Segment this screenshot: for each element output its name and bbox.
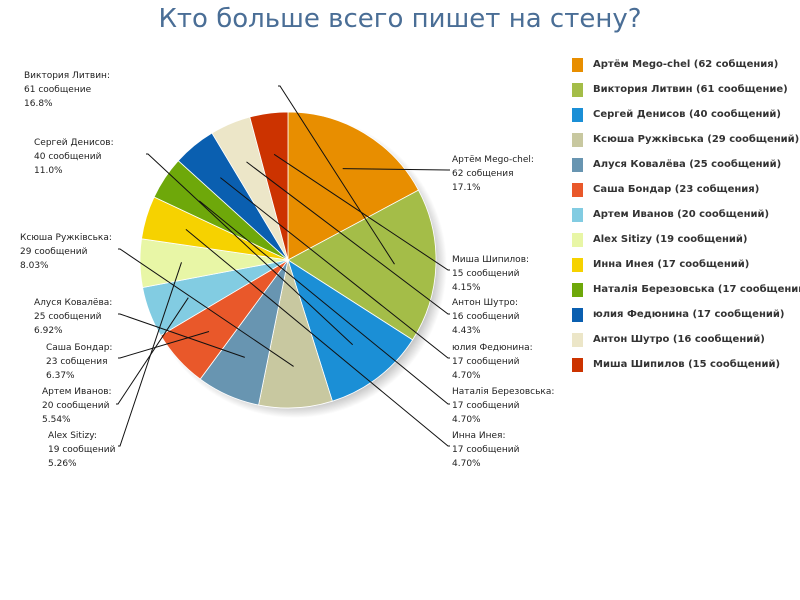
slice-percent-label: 4.70% <box>452 415 481 425</box>
label-leader-line <box>185 229 450 447</box>
slice-count-label: 29 сообщений <box>20 247 88 257</box>
slice-name-label: Сергей Денисов: <box>34 138 114 148</box>
legend-swatch <box>572 232 583 247</box>
legend-label: Антон Шутро (16 сообщений) <box>593 334 765 345</box>
label-leader-line <box>118 331 210 359</box>
legend-label: Саша Бондар (23 собщения) <box>593 184 760 195</box>
legend-label: Алуся Ковалёва (25 сообщений) <box>593 159 782 170</box>
slice-percent-label: 4.70% <box>452 371 481 381</box>
slice-count-label: 25 сообщений <box>34 312 102 322</box>
label-leader-line <box>118 248 294 367</box>
legend-item: Миша Шипилов (15 сообщений) <box>572 352 798 377</box>
legend-label: Инна Инея (17 сообщений) <box>593 259 750 270</box>
slice-count-label: 61 сообщение <box>24 85 92 95</box>
legend-item: Саша Бондар (23 собщения) <box>572 177 798 202</box>
slice-count-label: 23 собщения <box>46 357 107 367</box>
slice-count-label: 17 сообщений <box>452 445 520 455</box>
legend-item: Ксюша Ружкiвська (29 сообщений) <box>572 127 800 152</box>
label-leader-line <box>116 297 189 405</box>
slice-percent-label: 5.54% <box>42 415 71 425</box>
slice-count-label: 17 сообщений <box>452 401 520 411</box>
legend-label: Виктория Литвин (61 сообщение) <box>593 84 788 95</box>
legend-item: Alex Sitizy (19 сообщений) <box>572 227 798 252</box>
label-leader-line <box>118 313 245 358</box>
slice-name-label: Артём Mego-chel: <box>452 155 534 165</box>
legend-swatch <box>572 332 583 347</box>
slice-percent-label: 4.15% <box>452 283 481 293</box>
slice-name-label: Артем Иванов: <box>42 387 112 397</box>
label-leader-line <box>198 200 450 405</box>
legend-swatch <box>572 182 583 197</box>
legend-swatch <box>572 132 583 147</box>
slice-labels: Артём Mego-chel: 62 собщения 17.1% Виктория… <box>20 71 554 469</box>
legend-label: Артём Mego-chel (62 собщения) <box>593 59 779 70</box>
chart-title: Кто больше всего пишет на стену? <box>158 4 642 34</box>
legend-item: Антон Шутро (16 сообщений) <box>572 327 798 352</box>
legend-label: Ксюша Ружкiвська (29 сообщений) <box>593 134 800 145</box>
label-leader-line <box>118 262 182 447</box>
slice-count-label: 16 сообщений <box>452 312 520 322</box>
slice-count-label: 17 сообщений <box>452 357 520 367</box>
legend-swatch <box>572 107 583 122</box>
label-leader-line <box>273 153 450 271</box>
legend-swatch <box>572 157 583 172</box>
slice-count-label: 62 собщения <box>452 169 513 179</box>
legend-swatch <box>572 57 583 72</box>
legend: Артём Mego-chel (62 собщения) Виктория Ли… <box>572 52 800 377</box>
label-leader-line <box>342 168 450 171</box>
legend-item: Артем Иванов (20 сообщений) <box>572 202 798 227</box>
slice-percent-label: 16.8% <box>24 99 53 109</box>
legend-swatch <box>572 257 583 272</box>
slice-name-label: Виктория Литвин: <box>24 71 110 81</box>
slice-name-label: Антон Шутро: <box>452 298 518 308</box>
slice-percent-label: 4.43% <box>452 326 481 336</box>
legend-item: Алуся Ковалёва (25 сообщений) <box>572 152 798 177</box>
legend-item: Виктория Литвин (61 сообщение) <box>572 77 798 102</box>
slice-percent-label: 4.70% <box>452 459 481 469</box>
legend-swatch <box>572 82 583 97</box>
label-leader-line <box>278 85 395 265</box>
slice-percent-label: 6.37% <box>46 371 75 381</box>
slice-name-label: Инна Инея: <box>452 431 505 441</box>
label-leader-line <box>246 161 450 315</box>
slice-name-label: Alex Sitizy: <box>48 431 97 441</box>
slice-name-label: Ксюша Ружкiвська: <box>20 233 112 243</box>
slice-count-label: 20 сообщений <box>42 401 110 411</box>
label-leader-line <box>146 153 354 346</box>
pie-slice <box>287 189 437 341</box>
legend-swatch <box>572 207 583 222</box>
legend-item: Артём Mego-chel (62 собщения) <box>572 52 798 77</box>
slice-name-label: Алуся Ковалёва: <box>34 298 112 308</box>
pie-slice <box>287 259 414 402</box>
slice-name-label: юлия Федюнина: <box>452 343 533 353</box>
slice-percent-label: 5.26% <box>48 459 77 469</box>
slice-name-label: Миша Шипилов: <box>452 255 529 265</box>
legend-item: Наталiя Березовська (17 сообщений) <box>572 277 800 302</box>
slice-count-label: 40 сообщений <box>34 152 102 162</box>
legend-item: Сергей Денисов (40 сообщений) <box>572 102 798 127</box>
legend-swatch <box>572 282 583 297</box>
slice-percent-label: 17.1% <box>452 183 481 193</box>
legend-swatch <box>572 357 583 372</box>
legend-label: юлия Федюнина (17 сообщений) <box>593 309 785 320</box>
legend-label: Alex Sitizy (19 сообщений) <box>593 234 748 245</box>
slice-percent-label: 11.0% <box>34 166 63 176</box>
legend-label: Миша Шипилов (15 сообщений) <box>593 359 781 370</box>
legend-label: Артем Иванов (20 сообщений) <box>593 209 770 220</box>
slice-name-label: Саша Бондар: <box>46 343 112 353</box>
slice-percent-label: 8.03% <box>20 261 49 271</box>
legend-swatch <box>572 307 583 322</box>
slice-percent-label: 6.92% <box>34 326 63 336</box>
slice-count-label: 19 сообщений <box>48 445 116 455</box>
slice-count-label: 15 сообщений <box>452 269 520 279</box>
legend-item: Инна Инея (17 сообщений) <box>572 252 798 277</box>
label-leaders <box>116 85 450 447</box>
label-leader-line <box>220 177 450 359</box>
legend-label: Наталiя Березовська (17 сообщений) <box>593 284 800 295</box>
legend-item: юлия Федюнина (17 сообщений) <box>572 302 798 327</box>
slice-name-label: Наталiя Березовська: <box>452 387 554 397</box>
legend-label: Сергей Денисов (40 сообщений) <box>593 109 781 120</box>
